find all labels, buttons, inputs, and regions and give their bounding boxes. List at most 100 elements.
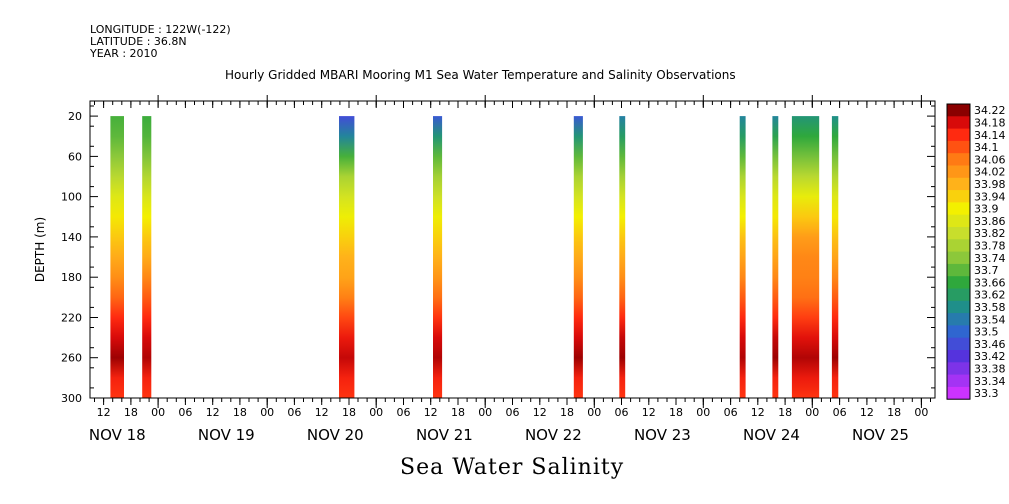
- data-column-6: [739, 116, 746, 398]
- x-hour-tick-label: 12: [206, 406, 220, 419]
- x-hour-tick-label: 00: [260, 406, 274, 419]
- legend-label: 34.1: [974, 141, 999, 154]
- x-hour-tick-label: 00: [805, 406, 819, 419]
- legend-swatch: [947, 362, 970, 375]
- x-hour-tick-label: 18: [560, 406, 574, 419]
- x-date-label: NOV 23: [634, 426, 691, 444]
- x-date-label: NOV 24: [743, 426, 800, 444]
- year-label: YEAR : 2010: [90, 47, 158, 60]
- legend-swatch: [947, 140, 970, 154]
- x-hour-tick-label: 12: [860, 406, 874, 419]
- legend-swatch: [947, 104, 970, 117]
- x-hour-tick-label: 06: [724, 406, 738, 419]
- legend-label: 33.78: [974, 240, 1006, 253]
- data-column-2: [339, 116, 355, 398]
- legend-label: 33.82: [974, 227, 1006, 240]
- legend-swatch: [947, 350, 970, 363]
- legend-label: 34.02: [974, 166, 1006, 179]
- legend-label: 33.66: [974, 276, 1006, 289]
- y-tick-label: 20: [68, 110, 82, 123]
- legend-label: 33.46: [974, 338, 1006, 351]
- legend-label: 33.7: [974, 264, 999, 277]
- y-tick-label: 260: [61, 352, 82, 365]
- legend-swatch: [947, 214, 970, 228]
- legend-layer: 34.2234.1834.1434.134.0634.0233.9833.943…: [946, 103, 1006, 400]
- x-hour-tick-label: 12: [751, 406, 765, 419]
- legend-label: 34.14: [974, 129, 1006, 142]
- y-tick-label: 100: [61, 191, 82, 204]
- x-date-label: NOV 22: [525, 426, 582, 444]
- legend-label: 33.94: [974, 190, 1006, 203]
- data-column-9: [831, 116, 839, 398]
- x-hour-tick-label: 18: [887, 406, 901, 419]
- x-hour-tick-label: 06: [287, 406, 301, 419]
- axes-layer: 12 18 00 06 12 18 00 06 12 18 00 06 12 18 00 06 12 18 00 06…: [33, 95, 936, 444]
- x-hour-tick-label: 00: [151, 406, 165, 419]
- legend-swatch: [947, 153, 970, 166]
- legend-label: 33.9: [974, 203, 999, 216]
- x-hour-tick-label: 18: [124, 406, 138, 419]
- x-date-label: NOV 21: [416, 426, 473, 444]
- legend-swatch: [947, 202, 970, 216]
- legend-label: 33.5: [974, 326, 999, 339]
- data-column-8: [791, 116, 820, 398]
- x-hour-tick-label: 12: [424, 406, 438, 419]
- x-hour-tick-label: 00: [914, 406, 928, 419]
- legend-frame: [946, 103, 971, 400]
- x-hour-tick-label: 00: [478, 406, 492, 419]
- legend-label: 34.06: [974, 153, 1006, 166]
- x-hour-tick-label: 18: [233, 406, 247, 419]
- latitude-label: LATITUDE : 36.8N: [90, 35, 187, 48]
- legend-label: 33.54: [974, 313, 1006, 326]
- legend-swatch: [947, 227, 970, 240]
- data-column-5: [619, 116, 626, 398]
- data-column-0: [110, 116, 124, 398]
- legend-label: 33.74: [974, 252, 1006, 265]
- legend-swatch: [947, 165, 970, 179]
- x-date-label: NOV 18: [89, 426, 146, 444]
- x-hour-tick-label: 06: [397, 406, 411, 419]
- legend-label: 33.34: [974, 375, 1006, 388]
- x-hour-tick-label: 12: [533, 406, 547, 419]
- chart-title: Hourly Gridded MBARI Mooring M1 Sea Wate…: [225, 68, 736, 82]
- legend-label: 33.86: [974, 215, 1006, 228]
- x-hour-tick-label: 12: [97, 406, 111, 419]
- x-hour-tick-label: 06: [833, 406, 847, 419]
- x-hour-tick-label: 06: [615, 406, 629, 419]
- legend-swatch: [947, 374, 970, 388]
- data-column-7: [772, 116, 779, 398]
- legend-swatch: [947, 276, 970, 289]
- legend-label: 33.62: [974, 289, 1006, 302]
- legend-label: 33.3: [974, 387, 999, 400]
- legend-swatch: [947, 288, 970, 302]
- x-hour-tick-label: 18: [342, 406, 356, 419]
- y-tick-label: 140: [61, 231, 82, 244]
- legend-swatch: [947, 337, 970, 351]
- legend-swatch: [947, 313, 970, 326]
- y-tick-label: 60: [68, 150, 82, 163]
- x-date-label: NOV 20: [307, 426, 364, 444]
- legend-swatch: [947, 116, 970, 129]
- x-date-label: NOV 25: [852, 426, 909, 444]
- legend-swatch: [947, 325, 970, 339]
- x-date-label: NOV 19: [198, 426, 255, 444]
- legend-label: 33.98: [974, 178, 1006, 191]
- y-tick-label: 220: [61, 312, 82, 325]
- x-hour-tick-label: 12: [642, 406, 656, 419]
- x-hour-tick-label: 18: [451, 406, 465, 419]
- data-column-1: [142, 116, 152, 398]
- columns-layer: [110, 116, 839, 398]
- x-hour-tick-label: 00: [369, 406, 383, 419]
- y-tick-label: 300: [61, 392, 82, 405]
- legend-swatch: [947, 239, 970, 252]
- x-hour-tick-label: 12: [315, 406, 329, 419]
- x-hour-tick-label: 00: [587, 406, 601, 419]
- x-hour-tick-label: 00: [696, 406, 710, 419]
- x-hour-tick-label: 18: [778, 406, 792, 419]
- legend-label: 33.38: [974, 362, 1006, 375]
- bottom-title: Sea Water Salinity: [400, 455, 625, 480]
- legend-label: 33.42: [974, 350, 1006, 363]
- legend-swatch: [947, 190, 970, 203]
